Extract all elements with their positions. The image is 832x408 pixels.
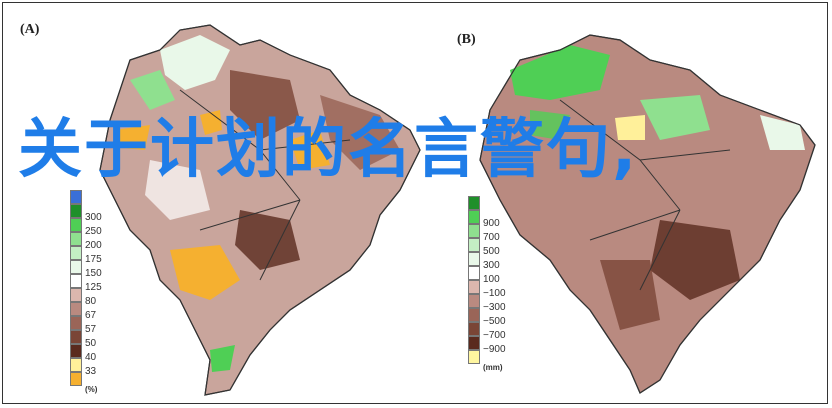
legend-label: 500	[483, 246, 500, 257]
legend-row: 300	[70, 204, 102, 223]
legend-label: 150	[85, 268, 102, 279]
legend-swatch	[70, 274, 82, 288]
legend-swatch	[468, 266, 480, 280]
legend-row: 700	[468, 224, 506, 243]
legend-row	[468, 350, 506, 364]
legend-row: 250	[70, 218, 102, 237]
legend-swatch	[70, 288, 82, 302]
legend-label: −500	[483, 316, 506, 327]
legend-label: 33	[85, 366, 97, 377]
brazil-map-b	[479, 34, 816, 394]
legend-unit: (%)	[85, 385, 98, 394]
legend-unit: (mm)	[483, 363, 503, 372]
legend-a: 300 250 200 175 150 125 80 67 57 50 40 33 (%)	[70, 190, 102, 394]
legend-swatch	[70, 302, 82, 316]
legend-swatch	[468, 308, 480, 322]
legend-swatch	[468, 252, 480, 266]
legend-row: 900	[468, 210, 506, 229]
legend-swatch	[70, 246, 82, 260]
legend-swatch	[70, 204, 82, 218]
legend-swatch	[70, 358, 82, 372]
overlay-title-text: 关于计划的名言警句,	[18, 113, 639, 187]
legend-label: −100	[483, 288, 506, 299]
legend-b: 900 700 500 300 100 −100 −300 −500 −700 −900 (mm)	[468, 196, 506, 372]
legend-swatch	[468, 280, 480, 294]
legend-swatch	[468, 294, 480, 308]
legend-swatch	[70, 218, 82, 232]
legend-row: 150	[70, 260, 102, 279]
legend-label: 200	[85, 240, 102, 251]
legend-swatch	[70, 190, 82, 204]
legend-row	[468, 196, 506, 210]
legend-label: −900	[483, 344, 506, 355]
legend-row: 300	[468, 252, 506, 271]
legend-label: 100	[483, 274, 500, 285]
legend-row: 500	[468, 238, 506, 257]
legend-row: 67	[70, 302, 102, 321]
legend-row: −700	[468, 322, 506, 341]
legend-label: 40	[85, 352, 97, 363]
legend-label: 900	[483, 218, 500, 229]
legend-swatch	[70, 372, 82, 386]
legend-label: −700	[483, 330, 506, 341]
legend-label: 300	[483, 260, 500, 271]
legend-row: −300	[468, 294, 506, 313]
legend-row	[70, 190, 102, 204]
legend-row: 33	[70, 358, 102, 377]
legend-row: 40	[70, 344, 102, 363]
legend-swatch	[70, 330, 82, 344]
legend-swatch	[468, 336, 480, 350]
legend-row: −900	[468, 336, 506, 355]
legend-label: 700	[483, 232, 500, 243]
legend-label: 250	[85, 226, 102, 237]
legend-row: −100	[468, 280, 506, 299]
legend-swatch	[468, 196, 480, 210]
legend-swatch	[468, 224, 480, 238]
legend-swatch	[70, 316, 82, 330]
legend-swatch	[468, 350, 480, 364]
legend-row: 57	[70, 316, 102, 335]
legend-label: −300	[483, 302, 506, 313]
panel-label-b: (B)	[457, 32, 476, 47]
legend-swatch	[468, 210, 480, 224]
legend-row: 175	[70, 246, 102, 265]
legend-row: −500	[468, 308, 506, 327]
legend-swatch	[468, 322, 480, 336]
legend-label: 300	[85, 212, 102, 223]
legend-label: 80	[85, 296, 97, 307]
legend-row: 125	[70, 274, 102, 293]
legend-label: 175	[85, 254, 102, 265]
legend-swatch	[70, 232, 82, 246]
legend-row: 80	[70, 288, 102, 307]
legend-row: 50	[70, 330, 102, 349]
legend-swatch	[70, 344, 82, 358]
legend-row	[70, 372, 102, 386]
legend-row: 100	[468, 266, 506, 285]
legend-label: 67	[85, 310, 97, 321]
panel-label-a: (A)	[20, 22, 40, 37]
legend-label: 57	[85, 324, 97, 335]
legend-label: 50	[85, 338, 97, 349]
legend-swatch	[70, 260, 82, 274]
brazil-map-a	[99, 24, 421, 396]
legend-swatch	[468, 238, 480, 252]
legend-label: 125	[85, 282, 102, 293]
legend-row: 200	[70, 232, 102, 251]
